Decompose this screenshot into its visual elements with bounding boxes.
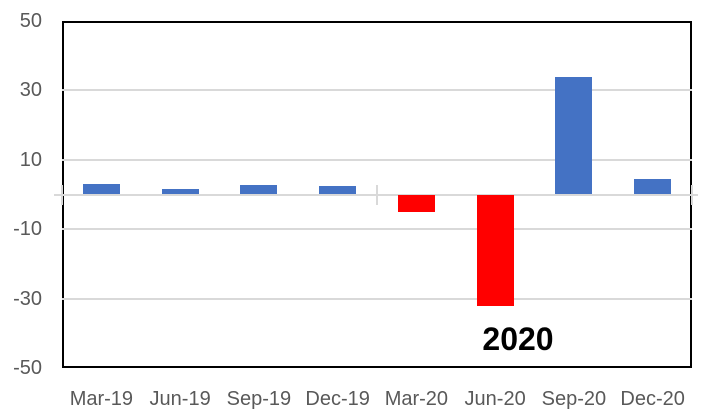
x-axis-label: Jun-20 [464,388,526,410]
bar-jun-19 [161,189,199,195]
y-axis-label: 30 [19,79,42,102]
y-axis-label: -30 [13,287,42,310]
bar-mar-20 [397,194,435,212]
category-axis-tick [376,184,378,205]
bar-mar-19 [82,184,120,195]
bar-sep-19 [240,184,278,195]
gridline [62,89,692,92]
category-axis-tick [691,184,693,205]
gridline [62,158,692,161]
category-axis-tick [61,184,63,205]
y-axis-label: 50 [19,10,42,32]
x-axis-label: Dec-19 [305,388,370,410]
bar-dec-20 [634,178,672,195]
bar-jun-20 [476,194,514,306]
bar-dec-19 [319,186,357,195]
x-axis-label: Sep-20 [541,388,607,410]
gridline [62,228,692,231]
x-axis-label: Jun-19 [149,388,211,410]
x-axis-label: Mar-20 [384,388,449,410]
x-axis-label: Sep-19 [226,388,292,410]
year-annotation: 2020 [482,321,554,357]
x-axis-label: Dec-20 [620,388,685,410]
x-axis-label: Mar-19 [69,388,134,410]
y-axis-label: -50 [13,357,42,379]
y-axis-label: 10 [19,148,42,171]
y-axis-label: -10 [13,218,42,241]
gridline [62,297,692,300]
bar-sep-20 [555,76,593,195]
